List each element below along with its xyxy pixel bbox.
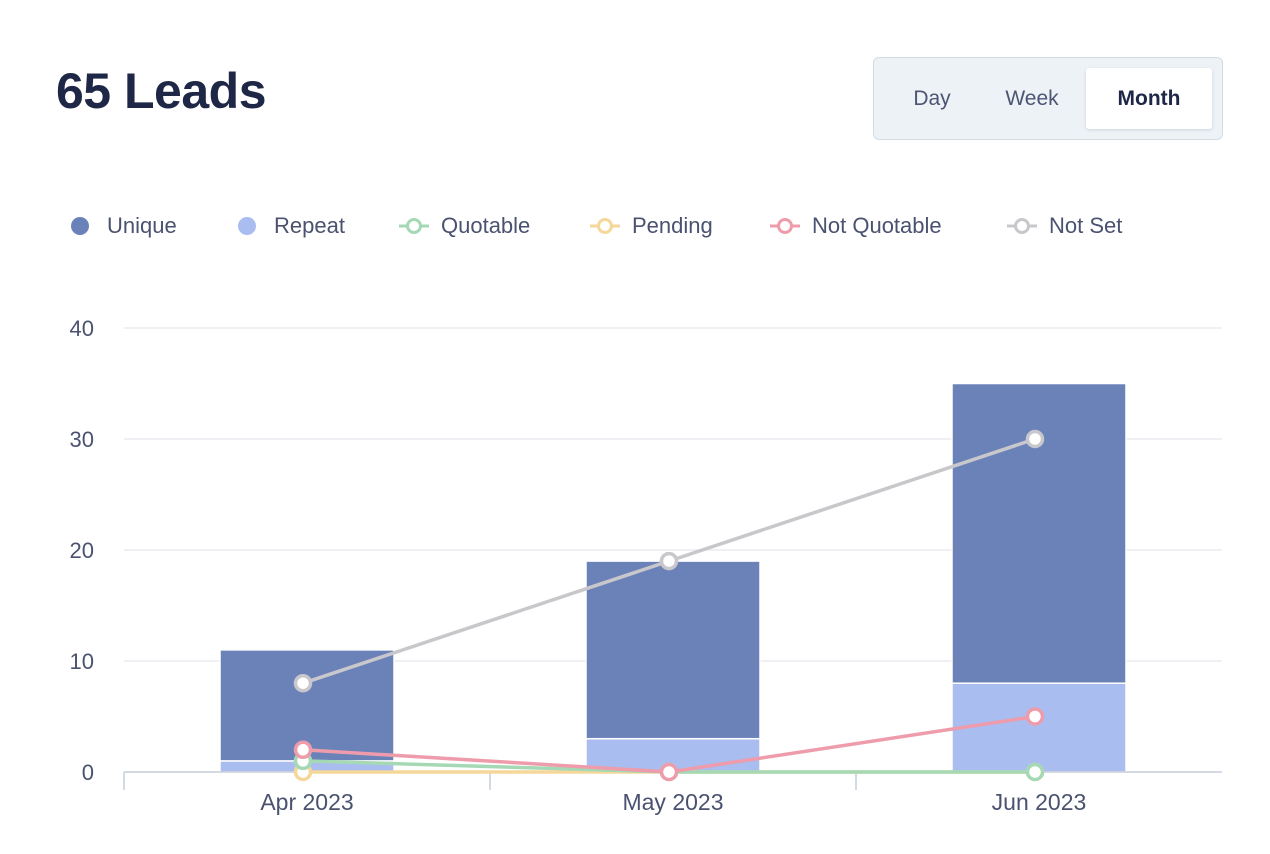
point-not-set-jun-2023[interactable]	[1025, 429, 1045, 449]
range-month-button[interactable]: Month	[1086, 68, 1212, 129]
legend-repeat-dot-icon	[238, 217, 256, 235]
legend-unique-label: Unique	[107, 213, 177, 238]
legend-unique-dot-icon	[71, 217, 89, 235]
point-not-set-apr-2023[interactable]	[293, 673, 313, 693]
y-tick-label: 20	[70, 538, 94, 563]
legend-quotable-label: Quotable	[441, 213, 531, 238]
page-title: 65 Leads	[56, 63, 267, 119]
range-toggle: Day Week Month	[873, 57, 1223, 140]
bar-repeat-jun-2023[interactable]	[951, 682, 1127, 773]
x-tick-label-jun-2023: Jun 2023	[992, 789, 1087, 815]
bar-unique-may-2023[interactable]	[585, 560, 761, 740]
legend-not-set-line-icon	[1007, 218, 1037, 234]
range-day-button[interactable]: Day	[913, 87, 951, 110]
point-not-quotable-apr-2023[interactable]	[293, 740, 313, 760]
legend-not-set-label: Not Set	[1049, 213, 1123, 238]
y-tick-label: 40	[70, 316, 94, 341]
point-quotable-jun-2023[interactable]	[1025, 762, 1045, 782]
legend-pending-line-icon	[590, 218, 620, 234]
x-tick-label-may-2023: May 2023	[622, 789, 723, 815]
legend-not-quotable-line-icon	[770, 218, 800, 234]
legend-not-quotable-label: Not Quotable	[812, 213, 942, 238]
x-tick-label-apr-2023: Apr 2023	[260, 789, 353, 815]
bar-unique-jun-2023[interactable]	[951, 382, 1127, 684]
range-week-button[interactable]: Week	[1005, 87, 1059, 110]
y-tick-label: 30	[70, 427, 94, 452]
legend-pending-label: Pending	[632, 213, 713, 238]
y-tick-label: 10	[70, 649, 94, 674]
legend-quotable-line-icon	[399, 218, 429, 234]
y-tick-label: 0	[82, 760, 94, 785]
point-not-set-may-2023[interactable]	[659, 551, 679, 571]
point-not-quotable-may-2023[interactable]	[659, 762, 679, 782]
point-not-quotable-jun-2023[interactable]	[1025, 707, 1045, 726]
legend-repeat-label: Repeat	[274, 213, 345, 238]
